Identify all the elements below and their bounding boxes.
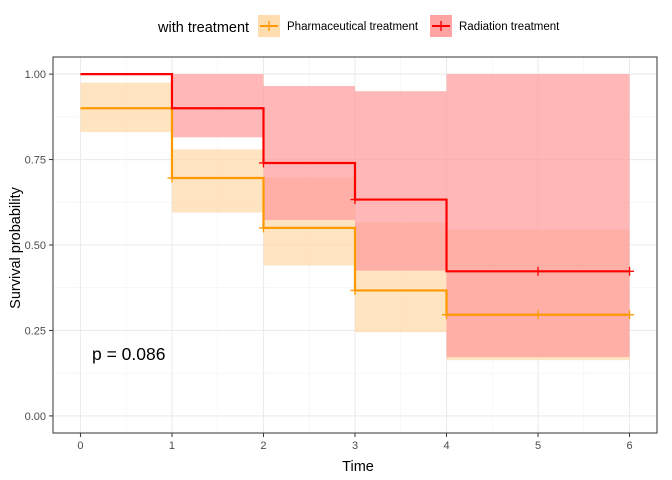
censor-mark [258, 158, 268, 168]
y-tick-label: 0.50 [25, 240, 46, 252]
censor-mark [167, 173, 177, 183]
y-tick-label: 1.00 [25, 69, 46, 81]
censor-mark [533, 310, 543, 320]
legend-label: Pharmaceutical treatment [287, 21, 419, 33]
legend-label: Radiation treatment [459, 21, 560, 33]
censor-marks [167, 158, 635, 320]
y-tick-label: 0.00 [25, 411, 46, 423]
censor-mark [625, 310, 635, 320]
y-tick-label: 0.25 [25, 325, 46, 337]
survival-line [80, 107, 630, 316]
confidence-band [446, 74, 630, 358]
confidence-bands [80, 74, 630, 361]
survival-line [80, 72, 630, 273]
censor-mark [350, 195, 360, 205]
x-tick-label: 5 [535, 440, 541, 452]
legend: with treatment Pharmaceutical treatment R… [157, 15, 560, 37]
p-value-annotation: p = 0.086 [92, 344, 165, 364]
censor-mark [442, 310, 452, 320]
legend-item: Pharmaceutical treatment [258, 15, 419, 37]
censor-mark [533, 266, 543, 276]
y-tick-label: 0.75 [25, 155, 46, 167]
censor-mark [258, 223, 268, 233]
y-axis-title: Survival probability [8, 186, 24, 308]
x-tick-label: 2 [260, 440, 266, 452]
x-axis-title: Time [342, 459, 374, 475]
x-tick-label: 1 [169, 440, 175, 452]
confidence-band [355, 91, 447, 271]
confidence-band [171, 74, 264, 138]
confidence-band [171, 149, 264, 213]
survival-lines [80, 72, 630, 316]
censor-mark [350, 285, 360, 295]
legend-title: with treatment [157, 20, 249, 36]
confidence-band [263, 86, 355, 221]
legend-item: Radiation treatment [430, 15, 560, 37]
x-tick-label: 0 [77, 440, 83, 452]
x-tick-label: 4 [443, 440, 449, 452]
axes: 0 1 2 3 4 5 6 0.00 0.25 0.50 0.75 1.00 [25, 69, 633, 452]
censor-mark [625, 266, 635, 276]
x-tick-label: 3 [352, 440, 358, 452]
x-tick-label: 6 [626, 440, 632, 452]
